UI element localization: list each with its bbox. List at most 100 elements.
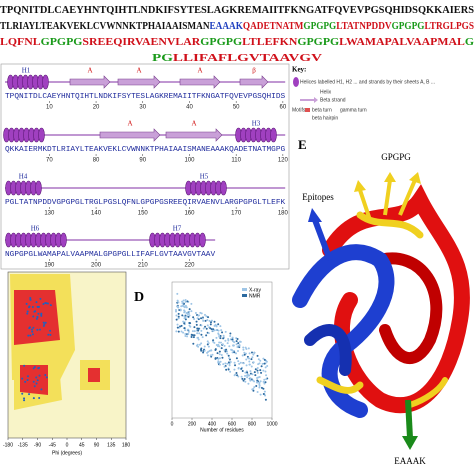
residue-number: 60: [280, 105, 287, 111]
scatter-point: [263, 362, 266, 365]
scatter-point: [186, 311, 189, 314]
scatter-point: [236, 374, 239, 377]
scatter-point: [196, 327, 199, 330]
scatter-point: [204, 319, 207, 322]
scatter-point: [244, 380, 247, 383]
sequence-segment: EAAAK: [210, 20, 244, 32]
scatter-point: [259, 393, 262, 396]
scatter-point: [183, 322, 186, 325]
scatter-point: [215, 343, 218, 346]
scatter-point: [247, 382, 250, 385]
scatter-point: [264, 394, 267, 397]
scatter-point: [182, 299, 185, 302]
scatter-point: [262, 392, 265, 395]
scatter-point: [234, 373, 237, 376]
scatter-point: [218, 357, 221, 360]
rama-point: [38, 374, 41, 377]
rama-point: [42, 325, 45, 328]
rama-point: [23, 364, 26, 367]
rama-point: [26, 310, 29, 313]
helix-turn: [35, 180, 42, 196]
scatter-point: [263, 378, 266, 381]
rama-point: [28, 393, 31, 396]
x-tick-label: 400: [208, 421, 217, 427]
element-label: H5: [200, 173, 209, 181]
sequence-segment: LQFNL: [0, 36, 41, 48]
scatter-point: [264, 370, 267, 373]
scatter-point: [252, 387, 255, 390]
rama-point: [32, 367, 35, 370]
scatter-point: [211, 329, 214, 332]
scatter-point: [200, 333, 203, 336]
scatter-point: [212, 339, 215, 342]
x-tick-label: 90: [94, 442, 100, 448]
x-tick-label: 200: [188, 421, 197, 427]
scatter-point: [213, 329, 216, 332]
rama-point: [42, 321, 45, 324]
scatter-point: [196, 343, 199, 346]
rama-point: [36, 315, 39, 318]
legend-swatch: [242, 294, 247, 297]
sequence-segment: LLIFAFLGVTAAVGV: [173, 52, 322, 64]
scatter-point: [200, 324, 203, 327]
scatter-point: [231, 336, 234, 339]
scatter-point: [198, 343, 201, 346]
scatter-point: [231, 338, 234, 341]
scatter-point: [208, 349, 211, 352]
scatter-point: [253, 351, 256, 354]
rama-point: [33, 385, 36, 388]
scatter-point: [233, 368, 236, 371]
rama-point: [35, 376, 38, 379]
scatter-point: [228, 364, 231, 367]
scatter-point: [250, 358, 253, 361]
scatter-point: [248, 363, 251, 366]
scatter-point: [217, 360, 220, 363]
scatter-point: [262, 369, 265, 372]
rama-point: [24, 380, 27, 383]
key-item: beta turn: [312, 107, 332, 113]
element-label: H3: [252, 120, 261, 128]
scatter-point: [262, 380, 265, 383]
residue-number: 190: [44, 263, 55, 269]
scatter-point: [244, 371, 247, 374]
scatter-point: [179, 308, 182, 311]
scatter-point: [224, 330, 227, 333]
rama-point: [32, 397, 35, 400]
key-item: Helices labelled H1, H2 ... and strands …: [300, 79, 435, 85]
scatter-point: [200, 342, 203, 345]
scatter-point: [196, 317, 199, 320]
legend-label: X-ray: [249, 287, 261, 293]
scatter-point: [262, 357, 265, 360]
residue-number: 50: [233, 105, 240, 111]
scatter-point: [217, 343, 220, 346]
topology-panel: [0, 63, 290, 270]
rama-point: [29, 297, 32, 300]
scatter-point: [229, 334, 232, 337]
rama-point: [33, 310, 36, 313]
scatter-point: [236, 337, 239, 340]
scatter-point: [208, 319, 211, 322]
scatter-point: [200, 317, 203, 320]
scatter-point: [248, 352, 251, 355]
scatter-point: [212, 340, 215, 343]
strand-arrow: [117, 75, 161, 89]
helix-turn: [220, 180, 227, 196]
sequence-segment: GPGPG: [303, 20, 336, 32]
scatter-point: [227, 339, 230, 342]
scatter-point: [190, 302, 193, 305]
scatter-point: [237, 375, 240, 378]
scatter-point: [260, 386, 263, 389]
x-tick-label: 0: [171, 421, 174, 427]
scatter-point: [180, 324, 183, 327]
rama-point: [28, 327, 31, 330]
scatter-point: [221, 343, 224, 346]
scatter-point: [177, 317, 180, 320]
rama-point: [38, 397, 41, 400]
scatter-point: [184, 318, 187, 321]
scatter-point: [187, 330, 190, 333]
scatter-point: [252, 389, 255, 392]
rama-point: [37, 305, 40, 308]
scatter-point: [242, 362, 245, 365]
scatter-point: [242, 346, 245, 349]
scatter-point: [260, 371, 263, 374]
